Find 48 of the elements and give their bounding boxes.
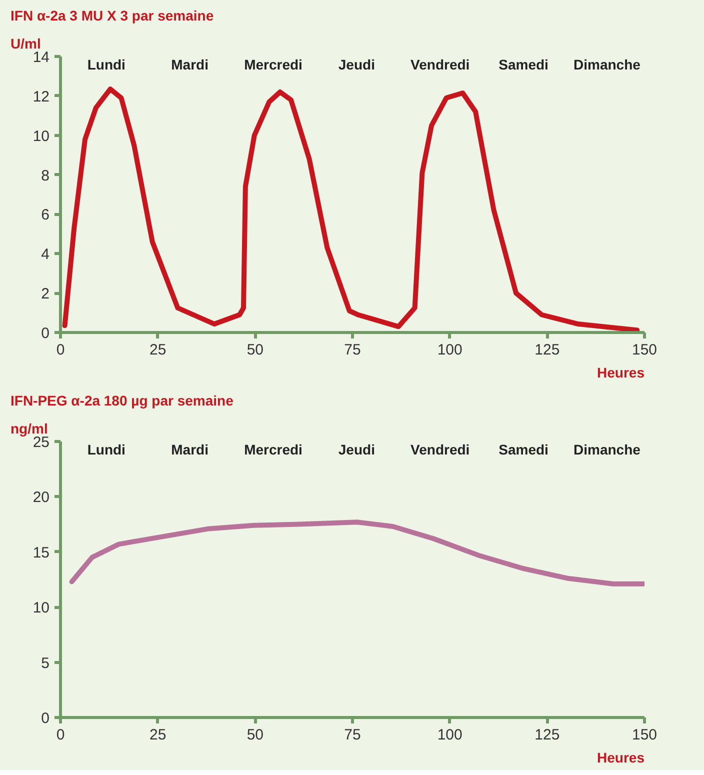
x-tick-label: 50 [246, 342, 264, 358]
x-tick-label: 25 [149, 342, 166, 358]
x-tick-label: 75 [344, 342, 361, 358]
annotation: Mercredi [244, 442, 302, 458]
annotation: Samedi [498, 56, 548, 72]
y-tick-label: 15 [32, 544, 50, 562]
y-tick-label: 10 [32, 600, 50, 617]
y-tick-label: 10 [32, 128, 50, 145]
chart-title: IFN α-2a 3 MU X 3 par semaine [10, 8, 214, 24]
x-axis-title: Heures [597, 364, 645, 380]
y-tick-label: 6 [41, 206, 50, 224]
annotation: Mardi [171, 442, 208, 458]
annotation: Dimanche [574, 442, 641, 458]
y-tick-label: 2 [41, 286, 50, 303]
y-tick-label: 20 [32, 489, 50, 506]
x-tick-label: 75 [344, 726, 361, 744]
y-tick-label: 8 [41, 167, 50, 184]
x-tick-label: 50 [246, 726, 264, 744]
x-tick-label: 150 [632, 726, 658, 744]
annotation: Vendredi [410, 442, 470, 458]
x-tick-label: 100 [437, 726, 462, 744]
annotation: Lundi [87, 442, 126, 458]
annotation: Lundi [87, 56, 126, 72]
annotation: Vendredi [410, 56, 470, 72]
x-tick-label: 25 [149, 726, 166, 744]
x-tick-label: 0 [56, 726, 65, 744]
y-axis-title: U/ml [10, 36, 41, 52]
y-tick-label: 4 [41, 246, 50, 264]
annotation: Jeudi [338, 56, 375, 72]
annotation: Jeudi [338, 442, 375, 458]
y-tick-label: 25 [32, 434, 50, 451]
x-tick-label: 100 [437, 342, 462, 358]
y-tick-label: 0 [41, 325, 50, 342]
y-tick-label: 5 [41, 654, 50, 672]
annotation: Samedi [498, 442, 548, 458]
y-axis-title: ng/ml [10, 420, 48, 436]
chart-title: IFN-PEG α-2a 180 µg par semaine [10, 392, 234, 408]
annotation: Dimanche [574, 56, 641, 72]
x-tick-label: 150 [632, 342, 658, 358]
x-axis-title: Heures [597, 750, 645, 766]
y-tick-label: 14 [32, 49, 50, 66]
x-tick-label: 125 [534, 726, 560, 744]
annotation: Mardi [171, 56, 208, 72]
x-tick-label: 125 [534, 342, 560, 358]
annotation: Mercredi [244, 56, 302, 72]
y-tick-label: 12 [32, 88, 50, 106]
x-tick-label: 0 [56, 342, 65, 358]
y-tick-label: 0 [41, 710, 50, 727]
